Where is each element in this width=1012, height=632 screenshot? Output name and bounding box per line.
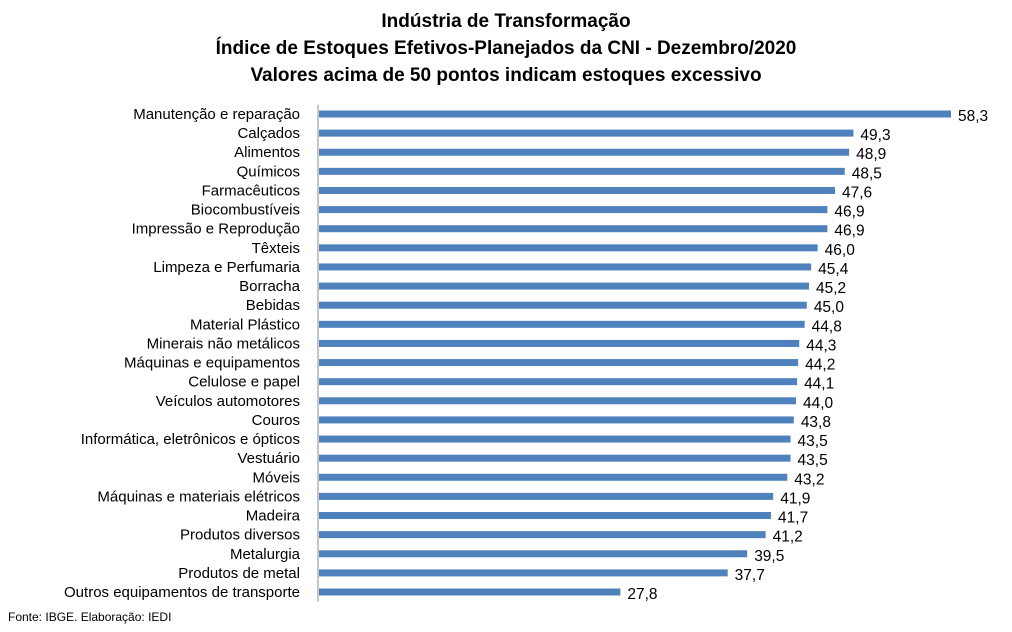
value-label: 45,4: [818, 261, 849, 278]
value-label: 39,5: [754, 548, 784, 565]
category-label: Vestuário: [237, 450, 300, 467]
chart-title: Indústria de Transformação: [381, 11, 631, 32]
bar: [319, 206, 828, 214]
category-label: Biocombustíveis: [191, 202, 300, 219]
category-label: Outros equipamentos de transporte: [64, 584, 300, 601]
value-label: 43,5: [798, 433, 828, 450]
category-label: Produtos diversos: [180, 527, 300, 544]
category-label: Celulose e papel: [188, 374, 300, 391]
value-label: 48,5: [852, 165, 882, 182]
value-label: 46,0: [825, 242, 856, 259]
bar-chart: Manutenção e reparação Calçados Alimentos Q…: [64, 104, 988, 603]
category-label: Farmacêuticos: [202, 182, 300, 199]
category-label: Impressão e Reprodução: [132, 221, 300, 238]
category-label: Veículos automotores: [156, 393, 300, 410]
category-label: Limpeza e Perfumaria: [153, 259, 300, 276]
value-labels: 58,3 49,3 48,9 48,5 47,6 46,9 46,9 46,0 45,4 45,2…: [627, 108, 988, 603]
bar: [319, 263, 812, 271]
value-label: 46,9: [834, 223, 864, 240]
category-label: Material Plástico: [190, 316, 300, 333]
bar: [319, 129, 854, 137]
value-label: 44,1: [804, 376, 834, 393]
category-label: Couros: [252, 412, 300, 429]
category-label: Químicos: [237, 163, 300, 180]
category-label: Têxteis: [252, 240, 300, 257]
chart-title-block: Indústria de Transformação Índice de Est…: [0, 8, 1012, 89]
chart-subtitle-1: Índice de Estoques Efetivos-Planejados d…: [215, 38, 797, 59]
value-label: 44,2: [805, 357, 835, 374]
bar: [319, 416, 794, 424]
bar: [319, 225, 828, 233]
bar: [319, 339, 800, 347]
bar: [319, 473, 788, 481]
bar: [319, 320, 805, 328]
value-label: 41,9: [780, 490, 810, 507]
value-label: 44,8: [812, 318, 842, 335]
bar: [319, 167, 845, 175]
category-label: Manutenção e reparação: [133, 106, 300, 123]
value-label: 45,2: [816, 280, 846, 297]
category-label: Madeira: [246, 508, 301, 525]
value-label: 58,3: [958, 108, 988, 125]
value-label: 43,8: [801, 414, 831, 431]
category-label: Minerais não metálicos: [147, 335, 300, 352]
source-note: Fonte: IBGE. Elaboração: IEDI: [8, 610, 172, 624]
bar: [319, 492, 774, 500]
bar: [319, 397, 796, 405]
bar: [319, 110, 951, 118]
value-label: 43,5: [798, 452, 828, 469]
category-label: Calçados: [237, 125, 300, 142]
bar: [319, 531, 766, 539]
category-label: Produtos de metal: [178, 565, 300, 582]
bar: [319, 378, 798, 386]
bar: [319, 512, 772, 520]
category-label: Móveis: [252, 469, 300, 486]
value-label: 44,3: [806, 337, 836, 354]
category-labels: Manutenção e reparação Calçados Alimentos Q…: [64, 106, 301, 601]
bar: [319, 588, 621, 596]
value-label: 43,2: [794, 471, 824, 488]
value-label: 37,7: [735, 567, 765, 584]
value-label: 27,8: [627, 586, 657, 603]
bar: [319, 550, 748, 558]
bar: [319, 301, 807, 309]
value-label: 41,7: [778, 510, 808, 527]
category-label: Máquinas e equipamentos: [124, 355, 300, 372]
category-label: Metalurgia: [230, 546, 301, 563]
category-label: Bebidas: [246, 297, 300, 314]
bar: [319, 569, 728, 577]
value-label: 48,9: [856, 146, 886, 163]
bars-layer: [319, 110, 951, 596]
value-label: 49,3: [860, 127, 890, 144]
bar: [319, 282, 809, 290]
value-label: 44,0: [803, 395, 834, 412]
bar: [319, 359, 799, 367]
category-label: Máquinas e materiais elétricos: [97, 488, 300, 505]
category-label: Alimentos: [234, 144, 300, 161]
category-label: Borracha: [239, 278, 301, 295]
bar: [319, 435, 791, 443]
value-label: 41,2: [773, 529, 803, 546]
value-label: 46,9: [834, 204, 864, 221]
bar: [319, 244, 818, 252]
value-label: 47,6: [842, 184, 872, 201]
bar: [319, 148, 850, 156]
category-label: Informática, eletrônicos e ópticos: [81, 431, 300, 448]
bar: [319, 454, 791, 462]
value-label: 45,0: [814, 299, 845, 316]
bar: [319, 186, 836, 194]
chart-subtitle-2: Valores acima de 50 pontos indicam estoq…: [250, 65, 762, 86]
